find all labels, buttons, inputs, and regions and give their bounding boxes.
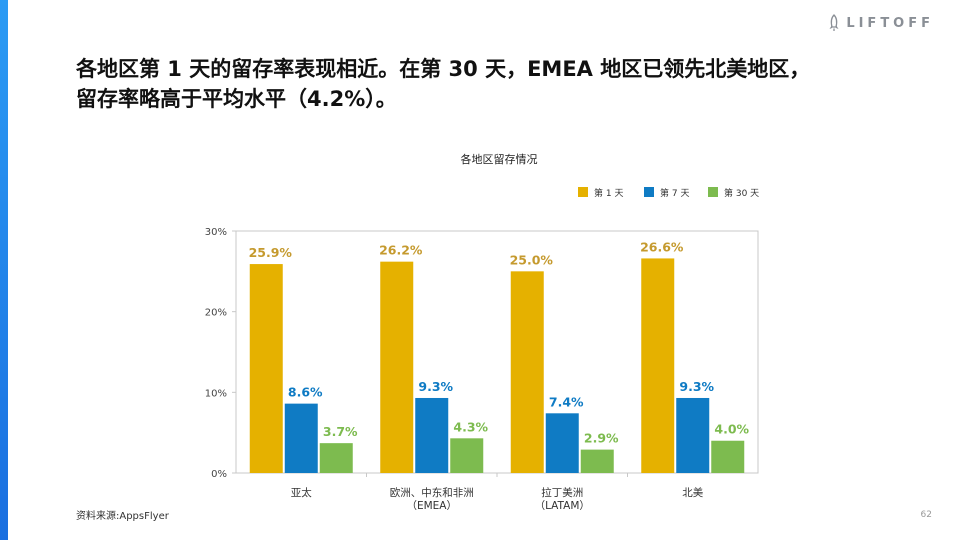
brand-logo-text: LIFTOFF [846,15,934,31]
chart-title: 各地区留存情况 [461,152,538,166]
y-tick-label: 10% [205,388,227,399]
rocket-icon [829,14,839,31]
legend-label: 第 7 天 [660,187,689,199]
source-note: 资料来源:AppsFlyer [76,511,169,522]
bar-2-1 [284,403,318,473]
x-category-label: （LATAM） [535,500,590,512]
data-label: 4.0% [714,422,749,437]
data-label: 25.0% [510,252,554,267]
data-label: 2.9% [584,431,619,446]
data-label: 26.2% [379,243,423,258]
y-tick-label: 0% [211,469,227,480]
headline-line-1: 各地区第 1 天的留存率表现相近。在第 30 天，EMEA 地区已领先北美地区， [76,57,811,81]
legend-swatch [578,187,588,197]
bar-3-4 [711,440,745,473]
x-category-label: 北美 [682,486,703,499]
bar-1-2 [380,261,414,473]
x-category-label: （EMEA） [406,500,457,512]
bar-2-3 [545,413,579,473]
data-label: 25.9% [249,245,293,260]
accent-side-bar [0,0,8,540]
data-label: 4.3% [453,419,488,434]
chart-legend: 第 1 天 第 7 天 第 30 天 [578,187,759,199]
x-category-label: 欧洲、中东和非洲 [390,486,474,499]
legend-swatch [708,187,718,197]
page-headline: 各地区第 1 天的留存率表现相近。在第 30 天，EMEA 地区已领先北美地区，… [76,54,896,114]
data-label: 26.6% [640,239,684,254]
page-number: 62 [920,510,932,520]
y-tick-label: 20% [205,308,227,319]
bar-3-2 [450,438,484,473]
bar-3-1 [319,443,353,473]
plot-area: 0% 10% 20% 30% 25.9% 8.6% 3.7% 亚太 26.2% 9.3% 4.3% 欧… [205,227,759,512]
bar-2-2 [415,397,449,473]
data-label: 7.4% [549,394,584,409]
data-label: 3.7% [323,424,358,439]
data-label: 8.6% [288,385,323,400]
headline-line-2: 留存率略高于平均水平（4.2%）。 [76,87,397,111]
data-label: 9.3% [679,379,714,394]
data-label: 9.3% [418,379,453,394]
bar-3-3 [580,449,614,473]
bar-1-4 [641,258,675,473]
x-category-label: 拉丁美洲 [541,486,583,499]
legend-swatch [644,187,654,197]
brand-logo: LIFTOFF [828,14,934,32]
bar-1-3 [510,271,544,473]
legend-label: 第 30 天 [724,187,759,199]
x-category-label: 亚太 [291,486,312,499]
bar-2-4 [676,397,710,473]
bar-1-1 [249,264,283,473]
y-tick-label: 30% [205,227,227,238]
legend-label: 第 1 天 [594,187,623,199]
